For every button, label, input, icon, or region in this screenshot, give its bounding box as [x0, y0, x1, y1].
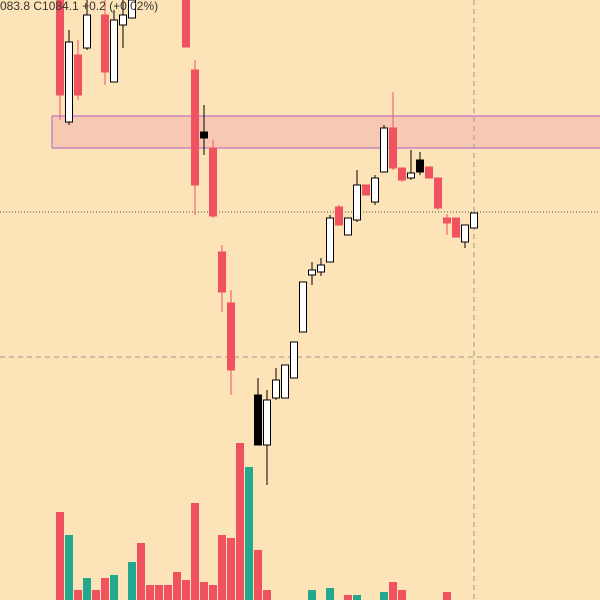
- volume-bar: [146, 585, 154, 600]
- candle-body: [254, 394, 262, 446]
- volume-bar: [173, 572, 181, 600]
- price-pane: [56, 0, 478, 485]
- candle-body: [362, 184, 370, 196]
- candle-body: [452, 217, 460, 238]
- volume-bar: [164, 585, 172, 600]
- volume-bar: [344, 595, 352, 600]
- candle-body: [290, 341, 298, 379]
- volume-bar: [137, 543, 145, 600]
- volume-bar: [182, 580, 190, 600]
- candle-body: [83, 14, 91, 49]
- volume-bar: [92, 590, 100, 600]
- candle-body: [371, 177, 379, 203]
- candle-body: [128, 0, 136, 19]
- candle-body: [182, 0, 190, 48]
- volume-bar: [65, 535, 73, 600]
- candle-body: [326, 217, 334, 263]
- volume-bar: [353, 595, 361, 600]
- candle-body: [200, 131, 208, 139]
- candle-body: [101, 14, 109, 73]
- candle-body: [119, 14, 127, 26]
- candle-body: [344, 217, 352, 236]
- volume-bar: [74, 590, 82, 600]
- candle-body: [380, 127, 388, 173]
- candle-body: [398, 167, 406, 181]
- volume-bar: [227, 538, 235, 600]
- candle-body: [218, 251, 226, 293]
- volume-pane: [56, 443, 451, 600]
- candle-body: [317, 264, 325, 273]
- volume-bar: [128, 562, 136, 600]
- candle-body: [434, 177, 442, 209]
- candle-body: [227, 302, 235, 371]
- volume-bar: [155, 585, 163, 600]
- candle-body: [209, 147, 217, 217]
- volume-bar: [443, 592, 451, 600]
- volume-bar: [56, 512, 64, 600]
- candle-body: [56, 0, 64, 96]
- candle-body: [281, 364, 289, 399]
- candle-body: [65, 41, 73, 123]
- volume-bar: [308, 590, 316, 600]
- volume-bar: [209, 585, 217, 600]
- candle-body: [74, 54, 82, 96]
- volume-bar: [200, 582, 208, 600]
- volume-bar: [326, 588, 334, 600]
- candle-body: [299, 281, 307, 333]
- volume-bar: [218, 535, 226, 600]
- volume-bar: [83, 578, 91, 600]
- highlight-zone: [51, 115, 600, 149]
- volume-bar: [191, 503, 199, 600]
- ohlc-header: 083.8 C1084.1 +0.2 (+0.02%): [0, 0, 158, 13]
- volume-bar: [254, 550, 262, 600]
- candle-body: [263, 399, 271, 446]
- volume-bar: [380, 592, 388, 600]
- candle-body: [191, 69, 199, 186]
- candle-body: [335, 206, 343, 226]
- candle-body: [353, 184, 361, 221]
- candle-body: [470, 212, 478, 229]
- volume-bar: [101, 578, 109, 600]
- volume-bar: [398, 590, 406, 600]
- candle-body: [407, 172, 415, 179]
- volume-bar: [245, 467, 253, 600]
- candle-body: [389, 127, 397, 169]
- candle-body: [416, 159, 424, 173]
- candle-body: [110, 19, 118, 83]
- candle-body: [461, 224, 469, 243]
- volume-bar: [389, 582, 397, 600]
- volume-bar: [110, 575, 118, 600]
- volume-bar: [263, 590, 271, 600]
- candle-body: [443, 217, 451, 224]
- volume-bar: [236, 443, 244, 600]
- candle-body: [272, 379, 280, 399]
- candle-body: [425, 166, 433, 179]
- candle-body: [308, 269, 316, 276]
